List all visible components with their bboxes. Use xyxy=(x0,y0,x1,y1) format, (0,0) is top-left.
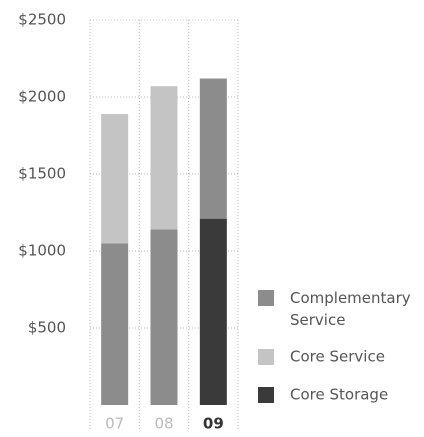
y-tick-label: $500 xyxy=(28,319,66,337)
legend-swatch xyxy=(258,387,274,403)
y-tick-label: $1500 xyxy=(18,165,66,183)
bar-segment xyxy=(101,243,129,405)
x-tick-label: 09 xyxy=(203,415,224,433)
legend-swatch xyxy=(258,290,274,306)
bar-segment xyxy=(150,86,178,230)
bar-segment xyxy=(199,78,227,219)
legend-label: Core Storage xyxy=(290,386,388,404)
x-tick-label: 07 xyxy=(105,415,124,433)
bar-segment xyxy=(101,113,129,244)
legend-label: Complementary Service xyxy=(290,289,411,329)
legend-label: Core Service xyxy=(290,348,385,366)
y-tick-label: $1000 xyxy=(18,242,66,260)
y-tick-label: $2000 xyxy=(18,88,66,106)
legend-swatch xyxy=(258,349,274,365)
bar-segment xyxy=(150,229,178,405)
x-tick-label: 08 xyxy=(154,415,173,433)
bar-segment xyxy=(199,218,227,405)
y-tick-label: $2500 xyxy=(18,11,66,29)
